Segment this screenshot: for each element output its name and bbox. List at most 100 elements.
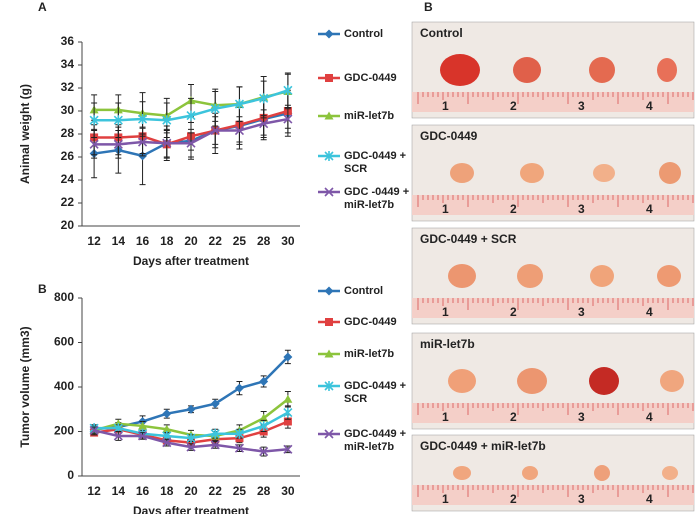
- legend-label: GDC-0449: [344, 72, 397, 84]
- marker: [210, 428, 220, 439]
- x-tick-label: 20: [184, 234, 198, 248]
- tumor: [448, 264, 476, 288]
- ruler: [412, 298, 694, 318]
- x-tick-label: 12: [87, 234, 101, 248]
- tumor: [517, 264, 543, 288]
- marker: [259, 376, 269, 386]
- tumor: [440, 54, 480, 86]
- x-tick-label: 14: [112, 484, 126, 498]
- marker: [210, 103, 220, 114]
- ruler-label: 4: [646, 99, 653, 113]
- x-tick-label: 12: [87, 484, 101, 498]
- ruler-label: 4: [646, 492, 653, 506]
- marker: [324, 286, 334, 296]
- ruler-label: 1: [442, 99, 449, 113]
- tumor: [657, 58, 677, 82]
- ruler-label: 3: [578, 492, 585, 506]
- tumor: [517, 368, 547, 394]
- marker: [259, 93, 269, 104]
- marker: [234, 428, 245, 439]
- marker: [283, 114, 293, 124]
- marker: [324, 29, 334, 39]
- marker: [137, 137, 148, 147]
- x-tick-label: 25: [233, 234, 247, 248]
- panel-label: A: [38, 0, 47, 14]
- marker: [234, 125, 245, 136]
- ruler-label: 4: [646, 202, 653, 216]
- legend-label: GDC-0449 + SCR: [344, 380, 407, 405]
- tumor: [589, 367, 619, 395]
- marker: [324, 429, 334, 439]
- tumor: [657, 265, 681, 287]
- x-tick-label: 18: [160, 234, 174, 248]
- y-tick-label: 24: [61, 172, 75, 186]
- marker: [234, 443, 245, 453]
- marker: [283, 394, 293, 403]
- legend-label: GDC-0449 + SCR: [344, 150, 407, 175]
- marker: [162, 138, 172, 148]
- y-axis-title: Animal weight (g): [18, 84, 32, 184]
- marker: [162, 115, 172, 126]
- tumor: [522, 466, 538, 480]
- x-tick-label: 28: [257, 484, 271, 498]
- marker: [113, 115, 123, 126]
- legend-label: Control: [344, 28, 384, 40]
- photo-label: miR-let7b: [420, 337, 475, 351]
- y-tick-label: 200: [54, 424, 74, 438]
- tumor: [448, 369, 476, 393]
- x-tick-label: 14: [112, 234, 126, 248]
- marker: [137, 431, 148, 441]
- tumor: [660, 370, 684, 392]
- tumor: [520, 163, 544, 183]
- legend-label: miR-let7b: [344, 110, 395, 122]
- ruler-label: 2: [510, 492, 517, 506]
- x-tick-label: 30: [281, 484, 295, 498]
- tumor: [453, 466, 471, 480]
- photo-label: Control: [420, 26, 463, 40]
- legend-label: GDC-0449 + miR-let7b: [344, 428, 407, 453]
- y-tick-label: 30: [61, 103, 75, 117]
- marker: [324, 111, 334, 120]
- marker: [259, 413, 269, 422]
- marker: [234, 383, 244, 393]
- series-line: [93, 356, 289, 431]
- legend-label: miR-let7b: [344, 348, 395, 360]
- marker: [324, 187, 334, 197]
- ruler: [412, 403, 694, 423]
- marker: [325, 74, 333, 82]
- marker: [89, 425, 99, 435]
- marker: [138, 421, 148, 430]
- tumor: [513, 57, 541, 83]
- y-tick-label: 28: [61, 126, 75, 140]
- tumor: [594, 465, 610, 481]
- ruler-label: 3: [578, 305, 585, 319]
- ruler-label: 3: [578, 202, 585, 216]
- x-tick-label: 20: [184, 484, 198, 498]
- ruler-label: 2: [510, 410, 517, 424]
- photo-label: GDC-0449: [420, 129, 478, 143]
- panel-label: B: [424, 0, 433, 14]
- y-tick-label: 26: [61, 149, 75, 163]
- ruler-label: 1: [442, 202, 449, 216]
- y-tick-label: 36: [61, 34, 75, 48]
- marker: [186, 110, 196, 121]
- ruler-label: 1: [442, 492, 449, 506]
- marker: [89, 115, 99, 126]
- marker: [186, 433, 196, 444]
- marker: [113, 431, 123, 441]
- tumor: [662, 466, 678, 480]
- ruler-label: 4: [646, 410, 653, 424]
- marker: [162, 409, 172, 419]
- marker: [325, 318, 333, 326]
- marker: [283, 407, 293, 418]
- y-tick-label: 20: [61, 218, 75, 232]
- y-tick-label: 600: [54, 335, 74, 349]
- marker: [113, 139, 123, 149]
- legend-label: GDC-0449: [344, 316, 397, 328]
- ruler-label: 3: [578, 410, 585, 424]
- y-tick-label: 34: [61, 57, 75, 71]
- ruler-label: 2: [510, 99, 517, 113]
- marker: [137, 114, 148, 125]
- marker: [259, 119, 269, 129]
